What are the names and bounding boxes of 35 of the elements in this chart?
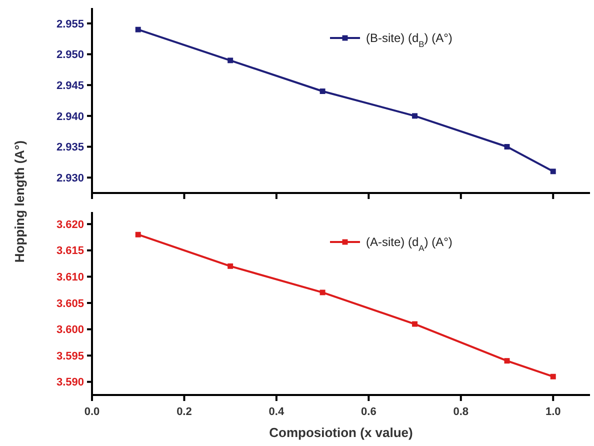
point [135,232,141,238]
point [504,358,510,364]
y-tick-label: 3.595 [56,350,84,362]
point [412,321,418,327]
y-tick-label: 3.610 [56,272,84,284]
point [412,113,418,119]
x-tick-label: 1.0 [545,406,561,418]
y-tick-label: 3.600 [56,324,84,336]
legend-label: (B-site) (d$_{B}$) (A°) [366,31,452,50]
legend-label: (A-site) (d$_{A}$) (A°) [366,235,452,254]
x-tick-label: 0.4 [268,406,285,418]
y-tick-label: 2.935 [56,142,84,154]
y-tick-label: 3.615 [56,245,84,258]
x-tick-label: 0.2 [176,406,192,418]
point [550,168,556,174]
x-tick-label: 0.6 [361,406,376,418]
point [320,290,326,296]
y-tick-label: 2.945 [56,80,84,92]
y-tick-label: 2.930 [56,172,84,184]
x-tick-label: 0.8 [453,406,469,418]
point [135,26,141,32]
x-tick-label: 0.0 [84,406,100,418]
point [320,88,326,94]
point [228,263,234,269]
y-tick-label: 3.620 [56,218,84,231]
point [550,374,556,380]
y-tick-label: 3.590 [56,376,84,389]
y-tick-label: 2.950 [56,49,84,62]
point [228,58,234,64]
y-tick-label: 3.605 [56,298,84,310]
point [504,144,510,150]
x-axis-title: Composiotion (x value) [269,425,413,440]
y-axis-title: Hopping length (A°) [12,140,27,263]
y-tick-label: 2.940 [56,110,84,123]
y-tick-label: 2.955 [56,18,84,30]
